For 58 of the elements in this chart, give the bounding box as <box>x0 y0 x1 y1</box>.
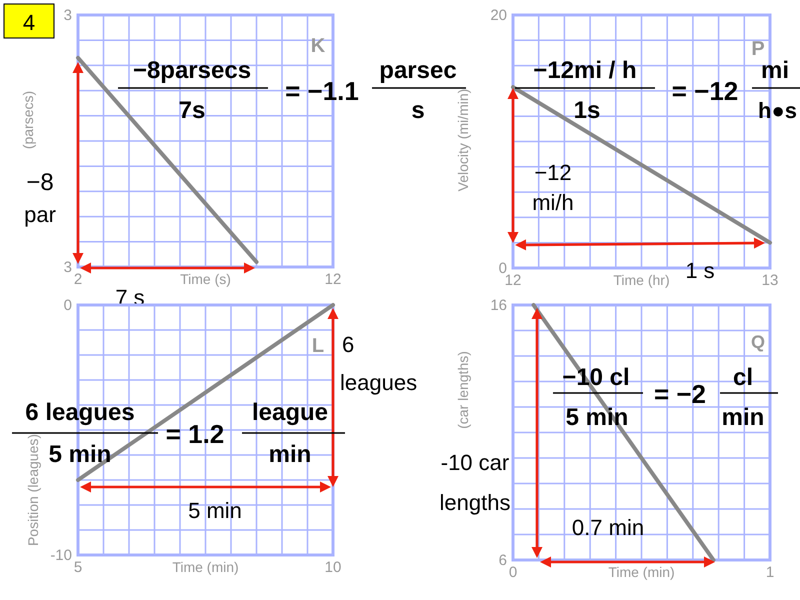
annotation: −10 cl <box>562 364 630 391</box>
annotation: = −12 <box>672 76 738 106</box>
text: 3 <box>64 7 72 24</box>
annotation: 5 min <box>188 498 242 523</box>
annotation: 6 leagues <box>25 399 135 426</box>
annotation: 5 min <box>48 441 112 468</box>
annotation: 1 s <box>685 258 715 283</box>
annotation: 7s <box>178 97 206 124</box>
annotation: −12 <box>534 160 572 185</box>
y-tick-label: 0 <box>498 260 507 277</box>
text: -10 car <box>440 450 510 475</box>
annotation: P <box>751 38 765 60</box>
annotation: 5 min <box>566 404 628 431</box>
y-axis-title: Velocity (mi/min) <box>455 88 471 192</box>
x-tick-label: 13 <box>762 272 778 289</box>
annotation: −8parsecs <box>132 57 252 84</box>
x-tick-label: 2 <box>74 271 82 288</box>
x-axis-title: Time (min) <box>608 564 675 580</box>
annotation: h●s <box>758 98 797 123</box>
annotation: 0.7 min <box>572 515 644 540</box>
text: 6 <box>342 332 354 357</box>
annotation: 1s <box>574 97 600 124</box>
annotation: cl <box>732 364 754 391</box>
x-tick-label: 12 <box>324 271 342 288</box>
annotation: L <box>312 335 324 357</box>
annotation: Q <box>750 332 766 352</box>
x-tick-label: 1 <box>766 564 774 581</box>
annotation: min <box>722 404 764 431</box>
y-tick-label: -10 <box>50 547 72 564</box>
y-tick-label: 20 <box>490 7 507 24</box>
x-axis-title: Time (hr) <box>613 272 670 288</box>
annotation: min <box>268 441 312 468</box>
annotation: = 1.2 <box>166 419 224 449</box>
y-tick-label: 6 <box>498 552 507 569</box>
text: lengths <box>440 490 510 515</box>
annotation: league <box>252 399 328 426</box>
annotation: = −1.1 <box>285 76 359 106</box>
annotation: −12mi / h <box>533 57 637 84</box>
x-tick-label: 5 <box>74 559 82 576</box>
y-axis-title: Position (leagues) <box>25 434 41 546</box>
x-axis-title: Time (min) <box>172 559 239 575</box>
y-axis-title: (car lengths) <box>455 351 471 429</box>
y-tick-label: 16 <box>490 297 507 314</box>
text: parsec <box>379 57 457 84</box>
y-axis-title: (parsecs) <box>20 90 36 150</box>
text: par <box>24 202 56 227</box>
x-axis-title: Time (s) <box>180 271 231 287</box>
text: −8 <box>26 169 54 196</box>
text: K <box>310 35 326 57</box>
text: leagues <box>340 370 418 395</box>
x-tick-label: 12 <box>504 272 522 289</box>
annotation: = −2 <box>654 379 706 409</box>
annotation: mi/h <box>532 190 574 215</box>
text: 3 <box>64 259 72 276</box>
text: 4 <box>22 10 36 35</box>
x-tick-label: 10 <box>324 559 342 576</box>
annotation: mi <box>760 57 790 84</box>
text: s <box>411 97 425 124</box>
